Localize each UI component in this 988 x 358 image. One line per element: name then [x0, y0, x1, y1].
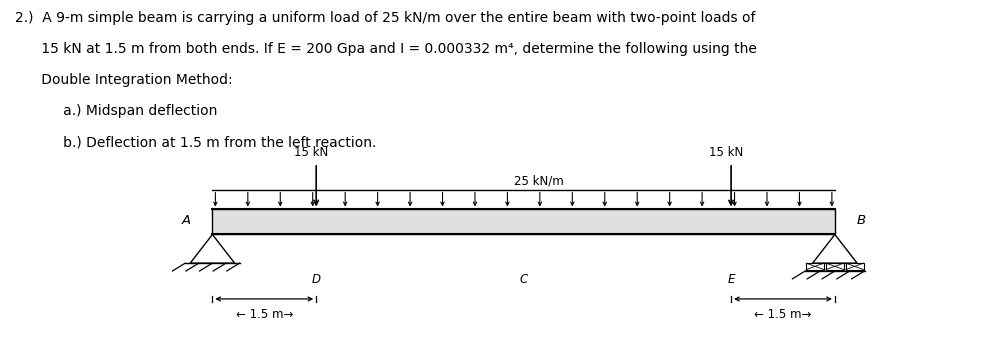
Text: 15 kN: 15 kN [709, 146, 743, 159]
Polygon shape [190, 234, 234, 263]
Bar [826, 263, 844, 270]
Text: a.) Midspan deflection: a.) Midspan deflection [15, 104, 217, 118]
Text: B: B [857, 214, 865, 227]
Text: 2.)  A 9-m simple beam is carrying a uniform load of 25 kN/m over the entire bea: 2.) A 9-m simple beam is carrying a unif… [15, 11, 755, 25]
Text: A: A [182, 214, 191, 227]
Bar [806, 263, 824, 270]
Text: Double Integration Method:: Double Integration Method: [15, 73, 232, 87]
Text: D: D [311, 273, 321, 286]
Text: ← 1.5 m→: ← 1.5 m→ [235, 308, 293, 321]
Text: ← 1.5 m→: ← 1.5 m→ [754, 308, 812, 321]
Text: 15 kN at 1.5 m from both ends. If E = 200 Gpa and I = 0.000332 m⁴, determine the: 15 kN at 1.5 m from both ends. If E = 20… [15, 42, 757, 56]
Bar [846, 263, 864, 270]
Polygon shape [812, 234, 857, 263]
Text: 15 kN: 15 kN [294, 146, 328, 159]
Text: b.) Deflection at 1.5 m from the left reaction.: b.) Deflection at 1.5 m from the left re… [15, 135, 376, 149]
Text: E: E [727, 273, 735, 286]
Text: 25 kN/m: 25 kN/m [514, 175, 563, 188]
Bar [212, 209, 835, 234]
Text: C: C [520, 273, 528, 286]
